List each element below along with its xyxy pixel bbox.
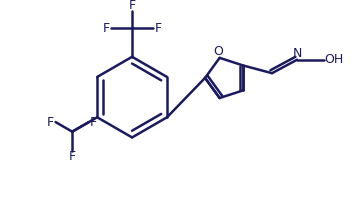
Text: F: F: [69, 150, 76, 163]
Text: N: N: [292, 47, 302, 60]
Text: O: O: [213, 45, 223, 58]
Text: F: F: [47, 116, 54, 128]
Text: OH: OH: [324, 53, 343, 66]
Text: F: F: [154, 22, 162, 35]
Text: F: F: [103, 22, 110, 35]
Text: F: F: [128, 0, 136, 13]
Text: F: F: [90, 116, 97, 128]
